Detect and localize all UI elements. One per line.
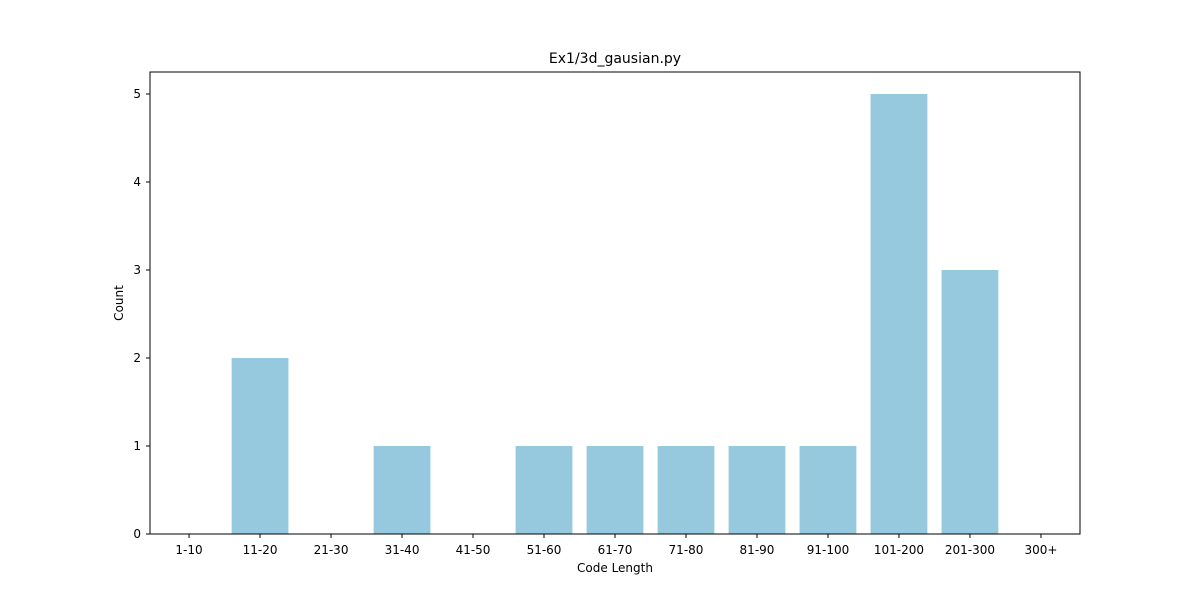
x-tick-label: 41-50 xyxy=(456,543,491,557)
x-axis-label: Code Length xyxy=(577,561,653,575)
bar-51-60 xyxy=(515,446,573,534)
chart-title: Ex1/3d_gausian.py xyxy=(549,51,681,67)
bar-61-70 xyxy=(586,446,644,534)
y-axis-label: Count xyxy=(112,285,126,321)
bar-31-40 xyxy=(373,446,431,534)
x-tick-label: 201-300 xyxy=(945,543,995,557)
x-tick-label: 81-90 xyxy=(740,543,775,557)
bar-11-20 xyxy=(231,358,289,534)
y-tick-label: 5 xyxy=(133,87,141,101)
bar-101-200 xyxy=(870,94,928,534)
x-tick-label: 11-20 xyxy=(243,543,278,557)
bars-layer xyxy=(231,94,999,534)
x-tick-label: 61-70 xyxy=(598,543,633,557)
y-tick-label: 0 xyxy=(133,527,141,541)
bar-91-100 xyxy=(799,446,857,534)
x-tick-label: 51-60 xyxy=(527,543,562,557)
y-axis: 0 1 2 3 4 5 xyxy=(133,87,150,541)
bar-71-80 xyxy=(657,446,715,534)
y-tick-label: 2 xyxy=(133,351,141,365)
x-tick-label: 1-10 xyxy=(175,543,202,557)
x-tick-label: 91-100 xyxy=(807,543,850,557)
y-tick-label: 4 xyxy=(133,175,141,189)
plot-frame xyxy=(149,71,1081,535)
y-tick-label: 1 xyxy=(133,439,141,453)
x-tick-label: 101-200 xyxy=(874,543,924,557)
x-axis: 1-10 11-20 21-30 31-40 41-50 51-60 61-70 71-80 8… xyxy=(175,534,1057,557)
x-tick-label: 71-80 xyxy=(669,543,704,557)
y-tick-label: 3 xyxy=(133,263,141,277)
x-tick-label: 31-40 xyxy=(385,543,420,557)
x-tick-label: 21-30 xyxy=(314,543,349,557)
x-tick-label: 300+ xyxy=(1024,543,1057,557)
bar-201-300 xyxy=(941,270,999,534)
bar-81-90 xyxy=(728,446,786,534)
